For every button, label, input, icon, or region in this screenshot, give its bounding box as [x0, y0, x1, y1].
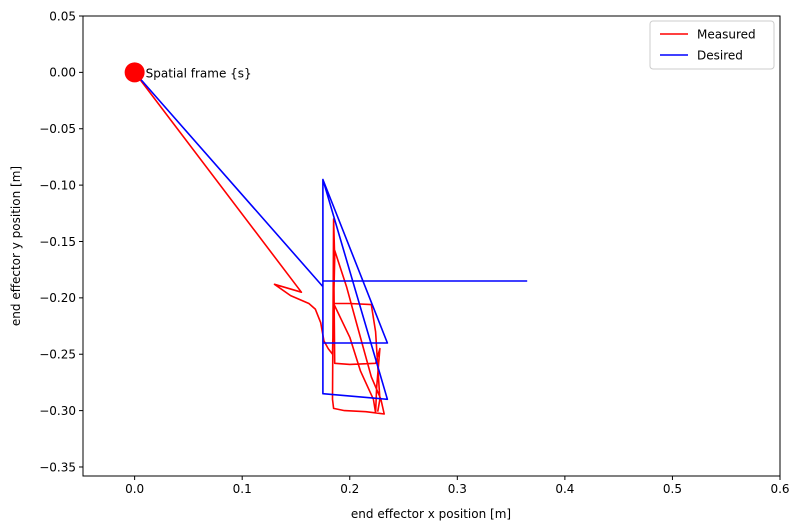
annotation-layer: Spatial frame {s} [124, 62, 252, 83]
x-tick-label: 0.6 [770, 482, 789, 496]
y-axis: 0.05 0.00 −0.05 −0.10 −0.15 −0.20 −0.25 −0.30 −0… [39, 9, 83, 474]
y-tick-label: −0.25 [39, 348, 76, 362]
series-line-desired [133, 71, 528, 401]
plot-area-frame [82, 15, 781, 477]
series-layer [133, 71, 528, 415]
x-tick-label: 0.4 [555, 482, 574, 496]
y-tick-label: −0.35 [39, 460, 76, 474]
x-axis-label: end effector x position [m] [351, 507, 511, 521]
y-tick-label: −0.05 [39, 122, 76, 136]
y-tick-label: −0.15 [39, 235, 76, 249]
legend-box [649, 20, 775, 70]
y-tick-label: 0.05 [49, 9, 76, 23]
y-axis-label: end effector y position [m] [9, 166, 23, 326]
legend: Measured Desired [649, 20, 775, 70]
x-axis: 0.0 0.1 0.2 0.3 0.4 0.5 0.6 [125, 476, 790, 496]
y-tick-label: −0.10 [39, 178, 76, 192]
y-tick-label: 0.00 [49, 66, 76, 80]
legend-label-desired: Desired [697, 49, 743, 63]
y-tick-label: −0.30 [39, 404, 76, 418]
x-tick-label: 0.2 [340, 482, 359, 496]
spatial-frame-marker [124, 62, 145, 83]
x-tick-label: 0.3 [448, 482, 467, 496]
series-line-measured [133, 71, 386, 415]
x-tick-label: 0.5 [663, 482, 682, 496]
x-tick-label: 0.0 [125, 482, 144, 496]
y-tick-label: −0.20 [39, 291, 76, 305]
spatial-frame-label: Spatial frame {s} [146, 66, 252, 80]
legend-label-measured: Measured [697, 28, 756, 42]
x-tick-label: 0.1 [233, 482, 252, 496]
